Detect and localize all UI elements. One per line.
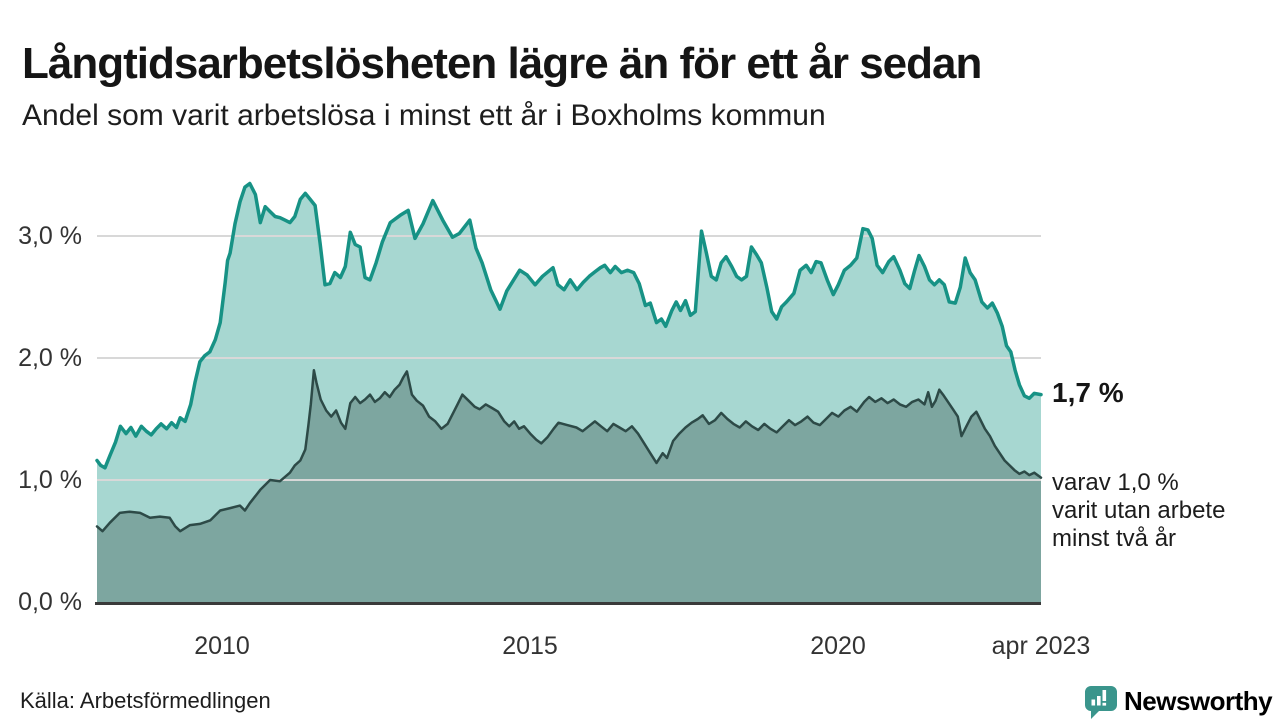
source-credit: Källa: Arbetsförmedlingen	[20, 688, 271, 713]
two-years-area-fill	[97, 370, 1041, 602]
x-axis-tick-apr-2023: apr 2023	[991, 632, 1091, 660]
logo-bar-medium	[1097, 696, 1101, 706]
latest-two-year-annotation: varav 1,0 % varit utan arbete minst två …	[1052, 469, 1225, 553]
two-years-line	[95, 368, 1043, 533]
annotation-line-3: minst två år	[1052, 525, 1177, 552]
y-axis-tick-3: 3,0 %	[18, 222, 82, 250]
x-axis-tick-2020: 2020	[810, 632, 866, 660]
y-axis-tick-0: 0,0 %	[18, 588, 82, 616]
page-title: Långtidsarbetslösheten lägre än för ett …	[22, 39, 982, 89]
latest-total-value-label: 1,7 %	[1052, 377, 1124, 408]
speech-bubble-shape	[1085, 686, 1117, 719]
total-one-year-line	[95, 181, 1043, 470]
x-axis-tick-2015: 2015	[502, 632, 558, 660]
annotation-line-1: varav 1,0 %	[1052, 469, 1179, 496]
annotation-line-2: varit utan arbete	[1052, 497, 1226, 524]
logo-exclamation-dot	[1102, 702, 1107, 706]
logo-bar-small	[1091, 699, 1096, 706]
newsworthy-logo-icon	[1085, 686, 1117, 719]
newsworthy-wordmark: Newsworthy	[1124, 686, 1273, 716]
y-axis-tick-2: 2,0 %	[18, 344, 82, 372]
x-axis-tick-2010: 2010	[194, 632, 250, 660]
logo-bar-tall	[1102, 690, 1107, 701]
y-axis-tick-1: 1,0 %	[18, 466, 82, 494]
chart-subtitle: Andel som varit arbetslösa i minst ett å…	[22, 99, 826, 132]
